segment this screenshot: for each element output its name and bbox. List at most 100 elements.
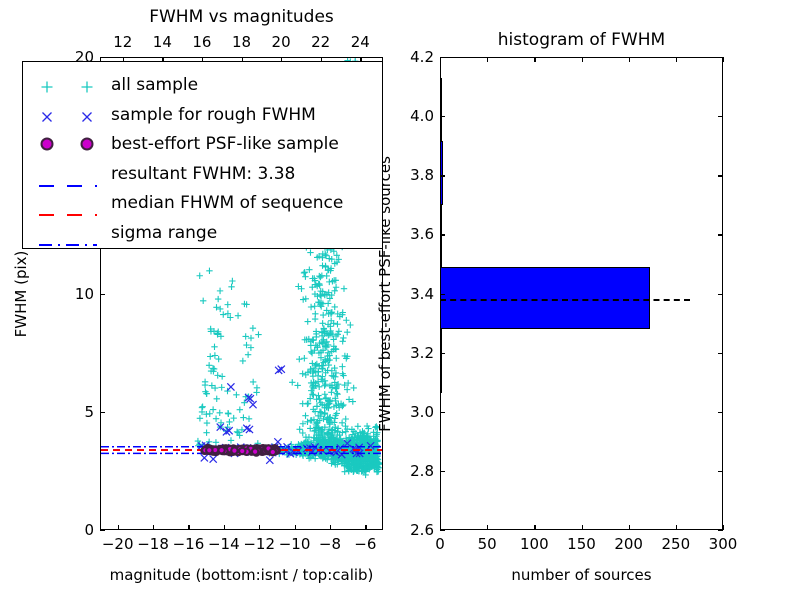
tick-mark — [100, 530, 105, 532]
data-point-plus — [326, 295, 334, 302]
data-point-plus — [321, 424, 329, 431]
tick-mark — [188, 525, 190, 530]
data-point-plus — [309, 391, 316, 398]
data-point-plus — [331, 287, 338, 295]
x-tick-label-bottom: −6 — [354, 535, 377, 553]
data-point-plus — [314, 282, 321, 290]
x-tick-label-top: 18 — [231, 33, 252, 51]
data-point-plus — [311, 303, 318, 310]
data-point-plus — [328, 440, 335, 447]
data-point-cross — [245, 425, 254, 434]
data-point-plus — [319, 250, 326, 258]
data-point-plus — [203, 410, 210, 418]
data-point-plus — [312, 310, 319, 318]
data-point-plus — [199, 297, 207, 304]
data-point-plus — [299, 400, 306, 407]
tick-mark — [718, 530, 723, 532]
tick-mark — [718, 293, 723, 295]
data-point-plus — [354, 423, 362, 430]
data-point-plus — [316, 408, 324, 415]
tick-mark — [534, 525, 536, 530]
data-point-plus — [249, 324, 257, 332]
data-point-plus — [333, 390, 340, 397]
data-point-plus — [301, 268, 308, 276]
x-tick-label-bottom: −10 — [278, 535, 311, 553]
data-point-plus — [331, 415, 339, 422]
data-point-plus — [311, 427, 318, 435]
data-point-plus — [323, 343, 330, 351]
legend-marker-sample — [31, 75, 109, 95]
tick-mark — [581, 57, 583, 62]
data-point-plus — [304, 418, 311, 426]
x-tick-label-top: 20 — [271, 33, 291, 51]
data-point-plus — [363, 422, 371, 430]
data-point-plus — [214, 372, 221, 379]
tick-mark — [223, 525, 226, 530]
data-point-plus — [324, 267, 332, 274]
data-point-plus — [339, 309, 346, 316]
data-point-plus — [304, 318, 311, 325]
data-point-plus — [344, 329, 351, 336]
data-point-plus — [212, 439, 220, 446]
data-point-plus — [326, 331, 334, 338]
data-point-plus — [227, 437, 235, 444]
data-point-plus — [322, 381, 329, 388]
data-point-plus — [312, 420, 320, 428]
data-point-cross — [366, 441, 375, 450]
data-point-plus — [296, 355, 303, 363]
data-point-cross — [216, 423, 225, 432]
tick-mark — [440, 352, 445, 354]
data-point-plus — [230, 414, 237, 422]
x-tick-label-top: 16 — [192, 33, 212, 51]
left-x-axis-label: magnitude (bottom:isnt / top:calib) — [109, 566, 374, 584]
data-point-plus — [322, 395, 330, 403]
data-point-plus — [310, 337, 317, 344]
data-point-plus — [199, 403, 206, 410]
legend-item: sigma range — [23, 219, 382, 247]
data-point-plus — [314, 343, 321, 351]
tick-mark — [440, 57, 442, 62]
histogram-bar — [440, 266, 651, 329]
data-point-plus — [194, 437, 202, 445]
data-point-plus — [314, 254, 321, 261]
legend-item: median FHWM of sequence — [23, 189, 382, 217]
data-point-plus — [310, 416, 318, 423]
data-point-plus — [350, 384, 357, 392]
data-point-plus — [331, 303, 338, 311]
data-point-plus — [211, 343, 218, 351]
tick-mark — [723, 525, 725, 530]
y-tick-label: 3.4 — [410, 284, 434, 303]
tick-mark — [487, 525, 489, 530]
data-point-plus — [334, 321, 341, 328]
data-point-psf-circle — [250, 447, 260, 456]
data-point-plus — [328, 372, 336, 379]
data-point-plus — [319, 378, 326, 385]
tick-mark — [440, 57, 445, 59]
data-point-plus — [342, 415, 349, 423]
data-point-plus — [224, 310, 232, 317]
data-point-plus — [217, 419, 225, 426]
data-point-plus — [229, 277, 236, 285]
data-point-plus — [209, 365, 217, 372]
x-tick-label: 150 — [567, 535, 596, 553]
data-point-plus — [310, 379, 317, 386]
data-point-cross — [274, 366, 283, 375]
data-point-cross — [244, 393, 253, 402]
data-point-plus — [313, 360, 321, 368]
data-point-plus — [333, 258, 341, 266]
data-point-plus — [316, 272, 323, 280]
data-point-plus — [311, 434, 318, 442]
tick-mark — [718, 116, 723, 118]
data-point-plus — [299, 429, 306, 437]
tick-mark — [675, 57, 678, 62]
data-point-plus — [315, 452, 323, 459]
tick-mark — [100, 411, 105, 414]
data-point-plus — [324, 300, 332, 307]
y-tick-label-left: 10 — [74, 284, 94, 303]
x-tick-label: 300 — [708, 535, 738, 553]
data-point-plus — [316, 339, 323, 347]
data-point-plus — [224, 301, 231, 308]
data-point-plus — [352, 442, 360, 449]
data-point-plus — [308, 349, 316, 357]
